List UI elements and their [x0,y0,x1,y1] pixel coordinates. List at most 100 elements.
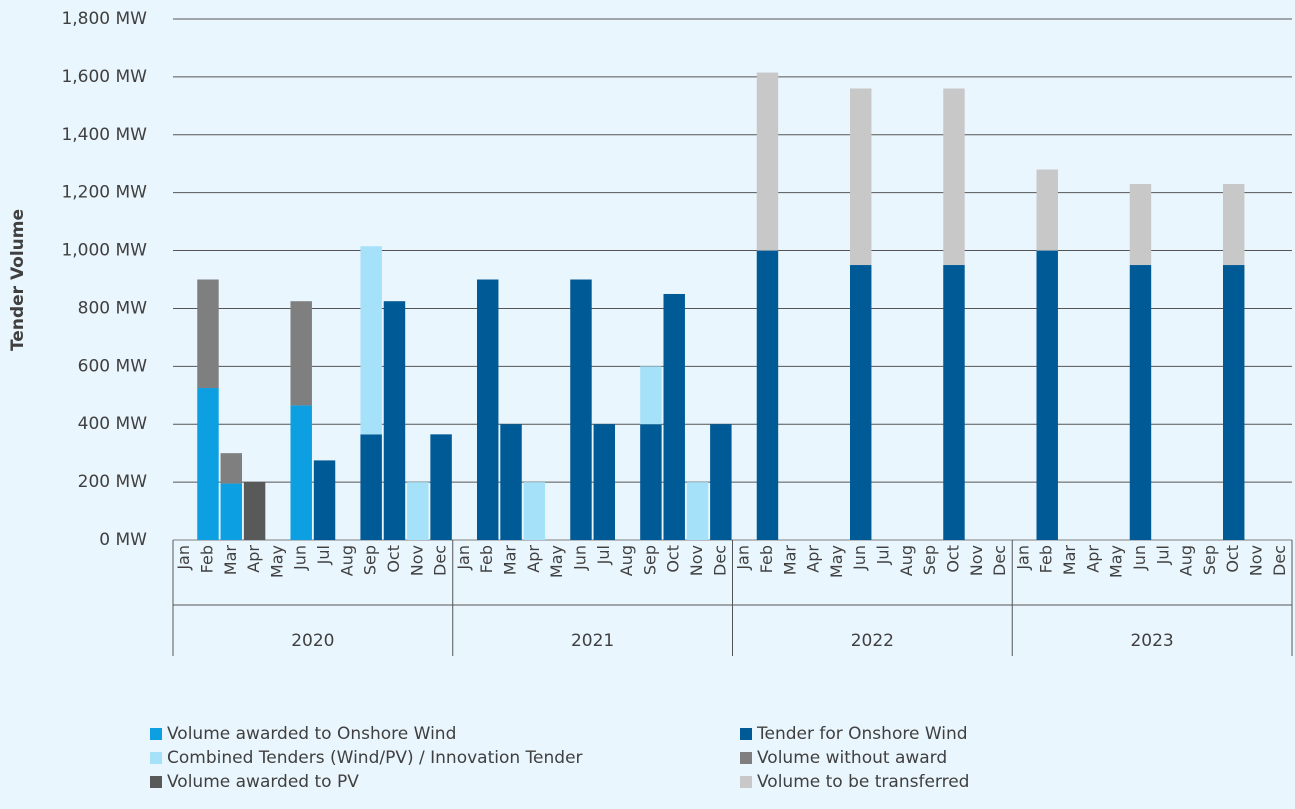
x-tick-label: Aug [617,545,636,576]
x-tick-label: Nov [687,545,706,576]
x-tick-label: Jan [454,545,473,571]
x-tick-label: May [827,545,846,578]
x-tick-label: Dec [1270,545,1289,576]
legend-swatch [150,776,162,788]
bar-segment [523,482,546,540]
x-tick-label: Jun [291,545,310,571]
x-tick-label: Feb [477,545,496,573]
y-tick-label: 1,600 MW [61,67,147,87]
bar-segment [640,424,662,540]
bar-segment [849,88,872,266]
x-tick-label: Nov [1247,545,1266,576]
y-tick-label: 1,800 MW [61,9,147,29]
bar-segment [756,72,779,251]
x-tick-label: Apr [804,545,823,573]
bar-segment [360,434,382,540]
group-label: 2023 [1130,631,1173,651]
y-tick-label: 0 MW [99,530,147,550]
x-tick-label: Mar [1060,545,1079,576]
x-tick-label: Mar [501,545,520,576]
group-label: 2022 [851,631,894,651]
legend-label: Volume awarded to Onshore Wind [167,724,456,744]
x-tick-label: Aug [337,545,356,576]
group-label: 2021 [571,631,614,651]
y-tick-label: 200 MW [78,472,148,492]
legend-label: Volume awarded to PV [167,772,359,792]
y-tick-label: 600 MW [78,356,148,376]
bar-segment [756,250,779,541]
bar-segment [220,453,243,484]
bar-segment [500,424,522,540]
bar-segment [360,246,382,435]
x-tick-label: Nov [407,545,426,576]
x-tick-label: Apr [524,545,543,573]
bar-segment [407,482,429,540]
bar-segment [1036,250,1058,541]
x-tick-label: Jan [174,545,193,571]
y-tick-label: 1,400 MW [61,125,147,145]
y-tick-label: 400 MW [78,414,148,434]
x-tick-label: Feb [1037,545,1056,573]
bar-segment [849,265,872,540]
x-tick-label: Oct [664,545,683,573]
x-tick-label: Mar [221,545,240,576]
x-tick-label: Aug [897,545,916,576]
x-tick-label: May [1107,545,1126,578]
x-tick-label: Sep [640,545,659,575]
y-tick-label: 1,200 MW [61,183,147,203]
bar-segment [220,483,243,540]
bar-segment [290,405,312,540]
bar-segment [476,279,499,540]
bar-segment [686,482,709,540]
x-tick-label: Dec [990,545,1009,576]
x-tick-label: Jul [314,545,333,565]
x-tick-label: Jun [1130,545,1149,571]
x-tick-label: Jul [594,545,613,565]
legend-label: Volume to be transferred [757,772,969,792]
bar-segment [640,366,662,425]
bar-segment [243,482,266,540]
legend-swatch [740,728,752,740]
legend-label: Combined Tenders (Wind/PV) / Innovation … [167,748,583,768]
bar-segment [383,301,406,540]
bar-segment [593,424,616,540]
legend-label: Volume without award [757,748,947,768]
x-tick-label: Oct [384,545,403,573]
bar-segment [1036,169,1058,251]
legend-swatch [150,752,162,764]
bar-segment [1129,265,1152,540]
y-tick-label: 1,000 MW [61,241,147,261]
x-tick-label: Sep [361,545,380,575]
x-tick-label: Apr [244,545,263,573]
x-tick-label: May [267,545,286,578]
x-tick-label: Jan [1013,545,1032,571]
bar-segment [290,301,312,406]
x-tick-label: Feb [757,545,776,573]
x-tick-label: Jul [1153,545,1172,565]
bar-segment [663,293,685,540]
bar-segment [570,279,592,540]
legend-swatch [150,728,162,740]
y-tick-label: 800 MW [78,298,148,318]
x-tick-label: Oct [943,545,962,573]
bar-segment [943,265,965,540]
x-tick-label: Mar [780,545,799,576]
x-tick-label: Aug [1177,545,1196,576]
x-tick-label: Jul [874,545,893,565]
x-tick-label: Feb [197,545,216,573]
legend-label: Tender for Onshore Wind [756,724,968,744]
x-tick-label: Dec [710,545,729,576]
x-tick-label: Nov [967,545,986,576]
x-tick-label: Jun [570,545,589,571]
bar-segment [197,388,219,540]
bar-segment [710,424,732,540]
x-tick-label: Apr [1083,545,1102,573]
x-tick-label: May [547,545,566,578]
group-label: 2020 [291,631,334,651]
legend-swatch [740,752,752,764]
bar-segment [943,88,965,266]
x-tick-label: Jun [850,545,869,571]
x-tick-label: Dec [431,545,450,576]
bar-segment [313,460,336,540]
